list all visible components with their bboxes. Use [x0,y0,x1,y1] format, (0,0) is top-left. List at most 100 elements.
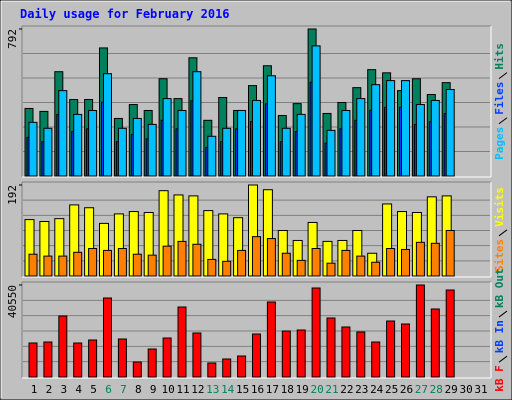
y-tick-label: 192 [6,185,19,205]
x-tick-label: 24 [370,383,384,396]
x-tick-label: 9 [150,383,157,396]
bar [326,262,336,277]
bar [88,109,98,177]
bar [371,261,381,277]
legend-separator [498,72,508,80]
legend-label: kB F [493,365,506,392]
bar [341,109,351,177]
bar [73,342,83,378]
x-tick-label: 16 [251,383,264,396]
bar [252,333,261,378]
x-tick-label: 4 [75,383,82,396]
bar [430,99,440,177]
x-tick-label: 5 [90,383,97,396]
bar [356,255,366,277]
bar [252,236,261,277]
bar [162,98,172,177]
bar [177,109,187,177]
x-tick-label: 8 [135,383,142,396]
x-tick-label: 10 [161,383,174,396]
legend-separator [498,229,508,237]
bar [266,238,276,277]
bar [162,245,172,277]
bar [222,127,232,177]
bar [117,338,127,378]
bar [371,341,381,378]
bar [222,260,232,277]
bar [103,297,112,378]
bar [58,90,68,177]
x-tick-label: 19 [296,383,309,396]
bar [192,243,202,277]
bar [415,284,425,378]
x-tick-label: 28 [430,383,443,396]
x-tick-label: 18 [281,383,294,396]
bar [177,306,187,378]
bar [386,248,396,277]
x-tick-label: 31 [474,383,487,396]
x-tick-label: 26 [400,383,413,396]
bar [371,84,381,177]
bar [207,362,217,378]
bar [281,330,291,378]
bar [266,75,276,177]
x-tick-label: 3 [60,383,67,396]
bar [237,109,247,177]
x-tick-label: 17 [266,383,279,396]
bar [222,358,232,378]
bar [117,127,127,177]
x-tick-label: 27 [415,383,428,396]
bar [28,342,38,378]
legend-separator [498,355,508,363]
bar [430,242,440,277]
bar [281,252,291,277]
bar [88,339,98,378]
legend-separator [498,310,508,318]
bar [252,99,261,177]
x-tick-label: 25 [385,383,398,396]
bar [147,348,157,378]
bar [192,332,202,378]
bar [43,255,53,277]
x-tick-label: 29 [445,383,458,396]
legend-separator [498,117,508,125]
x-tick-label: 21 [325,383,338,396]
bar [445,230,455,277]
x-tick-label: 23 [355,383,368,396]
x-tick-label: 2 [46,383,53,396]
bar [177,240,187,277]
bar [386,320,396,378]
x-tick-label: 7 [120,383,127,396]
bar [401,323,410,378]
bar [415,104,425,177]
bar [103,249,112,277]
bar [296,259,306,277]
bar [207,135,217,177]
bar [103,73,112,177]
bar [266,301,276,378]
bar [132,361,142,378]
bar [162,337,172,378]
bar [132,253,142,277]
bar [237,249,247,277]
bar [43,341,53,378]
bar [401,248,410,277]
y-tick-label: 792 [6,29,19,49]
bar [147,123,157,177]
legend-label: Files [493,82,506,115]
x-tick-label: 15 [236,383,249,396]
bar [281,127,291,177]
bar [58,255,68,277]
chart-title: Daily usage for February 2016 [20,7,230,21]
bar [341,249,351,277]
bar [311,287,321,378]
legend-label: kB In [493,320,506,353]
x-tick-label: 20 [310,383,323,396]
bar [356,98,366,177]
bar [73,113,83,177]
legend-label: kB Out [493,268,506,308]
bar [28,253,38,277]
bar [415,241,425,277]
legend-label: Sites [493,239,506,272]
